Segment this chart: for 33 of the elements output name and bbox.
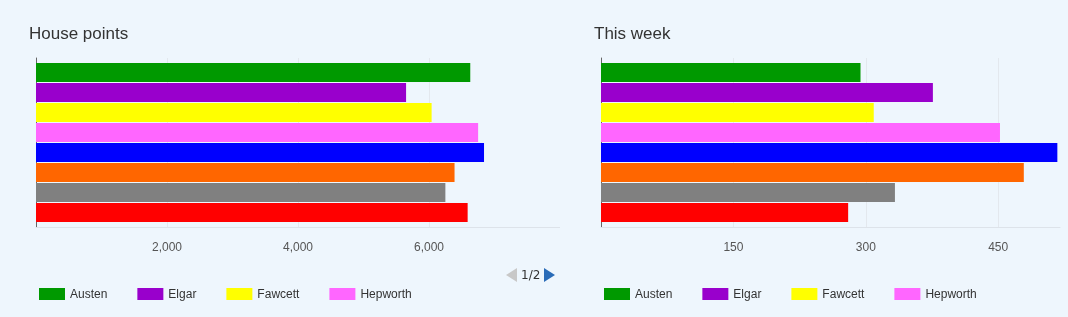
x-tick-label: 2,000 xyxy=(151,240,183,254)
legend-label: Hepworth xyxy=(925,287,977,301)
chart-title: House points xyxy=(29,24,129,43)
x-tick-label: 150 xyxy=(723,240,744,254)
bar xyxy=(601,183,895,202)
legend-label: Austen xyxy=(70,287,108,301)
text: 1/2 xyxy=(521,268,541,282)
legend-label: Fawcett xyxy=(822,287,866,301)
bar xyxy=(601,103,874,122)
legend-label: Elgar xyxy=(733,287,762,301)
bar xyxy=(601,203,849,222)
bar xyxy=(36,203,468,222)
x-tick-label: 300 xyxy=(855,240,877,254)
bar xyxy=(36,163,455,182)
bar xyxy=(36,143,485,162)
x-tick-label: 450 xyxy=(988,240,1009,254)
bar xyxy=(601,123,1000,142)
bar xyxy=(36,103,432,122)
x-tick-label: 4,000 xyxy=(282,240,314,254)
legend-label: Hepworth xyxy=(360,287,412,301)
bar xyxy=(36,83,407,102)
chart-title: This week xyxy=(594,24,672,43)
bar xyxy=(601,83,933,102)
bar xyxy=(601,143,1058,162)
bar xyxy=(601,163,1024,182)
legend-label: Austen xyxy=(635,287,673,301)
bar xyxy=(36,123,479,142)
x-tick-label: 6,000 xyxy=(413,240,445,254)
bar xyxy=(601,63,861,82)
bar xyxy=(36,63,471,82)
legend-label: Elgar xyxy=(168,287,197,301)
legend-label: Fawcett xyxy=(257,287,301,301)
bar xyxy=(36,183,446,202)
